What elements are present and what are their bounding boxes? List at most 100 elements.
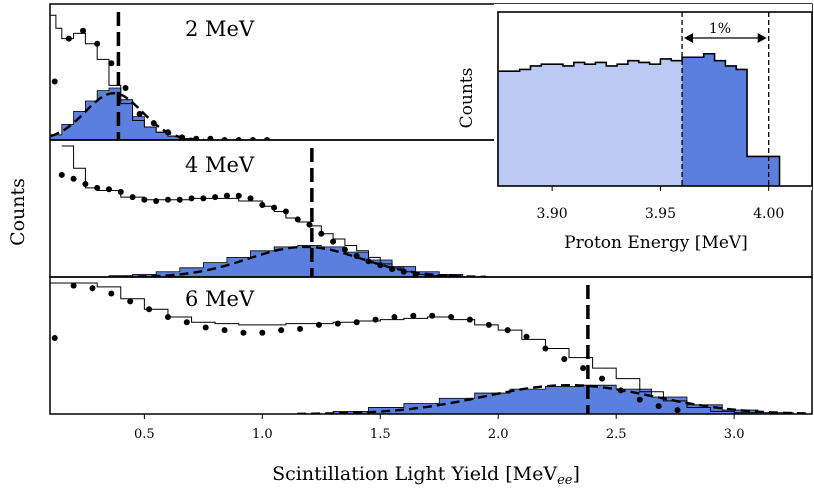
data-point [193, 135, 200, 140]
data-point [466, 316, 473, 323]
data-point [391, 314, 398, 321]
data-point [448, 314, 455, 321]
data-point [202, 324, 209, 331]
data-point [164, 129, 171, 136]
x-tick-label: 1.0 [252, 427, 273, 442]
data-point [429, 312, 436, 319]
data-point [122, 85, 129, 91]
data-point [65, 35, 72, 42]
data-point [636, 396, 643, 403]
inset-x-tick-label: 3.95 [645, 206, 676, 222]
tagged-histogram [108, 245, 464, 277]
panel-label-6mev: 6 MeV [185, 287, 255, 311]
data-point [353, 319, 360, 326]
data-point [617, 387, 624, 394]
data-point [70, 282, 77, 289]
data-point [51, 78, 58, 85]
data-point [318, 230, 325, 237]
data-point [58, 171, 65, 178]
data-point [105, 186, 112, 193]
data-point [306, 221, 313, 228]
data-point [372, 316, 379, 323]
data-point [412, 271, 419, 277]
data-point [153, 198, 160, 205]
x-axis-label: Scintillation Light Yield [MeVee] [272, 463, 580, 488]
gaussian-fit [297, 384, 812, 414]
panel-6mev [49, 276, 813, 415]
data-point [561, 355, 568, 362]
data-point [70, 175, 77, 182]
data-point [353, 253, 360, 260]
data-point [141, 196, 148, 203]
data-point [207, 135, 214, 140]
inset-frame [497, 11, 813, 187]
tagged-histogram [50, 87, 204, 140]
data-point [136, 111, 143, 117]
data-point [108, 60, 115, 67]
data-point [117, 188, 124, 195]
data-point [221, 327, 228, 334]
data-point [200, 195, 207, 202]
gaussian-fit [50, 92, 205, 140]
panel-content [50, 12, 271, 140]
data-point [580, 365, 587, 372]
x-tick-label: 2.5 [606, 427, 627, 442]
data-point [188, 195, 195, 202]
data-point [108, 290, 115, 297]
data-point [523, 333, 530, 340]
inset-x-axis-ticks: 3.90 3.95 4.00 [537, 186, 784, 222]
data-point [599, 375, 606, 382]
data-point [212, 194, 219, 201]
data-point [389, 266, 396, 273]
inset-hist-window [682, 53, 780, 187]
data-point [655, 403, 662, 410]
data-point [247, 195, 254, 202]
inset-x-tick-label: 4.00 [753, 206, 784, 222]
panel-frame [49, 276, 813, 415]
data-point [330, 238, 337, 245]
panel-content [58, 145, 486, 277]
x-tick-label: 0.5 [134, 427, 155, 442]
inset-proton-energy [494, 4, 813, 190]
data-point [271, 204, 278, 211]
inset-annotation: 1% [709, 21, 731, 37]
data-point [315, 321, 322, 328]
data-point [94, 184, 101, 191]
x-tick-label: 1.5 [370, 427, 391, 442]
data-point [410, 312, 417, 319]
inset-x-label: Proton Energy [MeV] [564, 233, 748, 253]
data-point [183, 319, 190, 326]
data-point [82, 180, 89, 187]
data-point [176, 196, 183, 203]
data-point [129, 194, 136, 201]
data-point [235, 192, 242, 199]
inset-arrow-head-right [757, 33, 767, 43]
data-point [179, 134, 186, 140]
data-point [282, 208, 289, 215]
inset-y-label: Counts [457, 68, 477, 129]
data-point [341, 246, 348, 253]
x-axis-ticks: 0.5 1.0 1.5 2.0 2.5 3.0 [134, 414, 744, 442]
inset-hist-below-cut [498, 58, 683, 187]
data-point [80, 27, 87, 34]
data-point [297, 325, 304, 332]
y-axis-label: Counts [7, 178, 29, 246]
data-point [164, 314, 171, 321]
inset-hist-outline [498, 52, 781, 186]
panel-content [50, 282, 812, 414]
data-point [400, 268, 407, 275]
x-tick-label: 3.0 [724, 427, 745, 442]
data-point [164, 196, 171, 203]
total-histogram [50, 282, 758, 414]
data-point [542, 345, 549, 352]
data-point [259, 201, 266, 208]
data-point [294, 216, 301, 223]
data-point [89, 285, 96, 292]
data-point [278, 327, 285, 334]
data-point [94, 40, 101, 47]
data-point [223, 192, 230, 199]
data-point [127, 298, 134, 305]
data-point [674, 407, 681, 414]
panel-label-2mev: 2 MeV [185, 17, 255, 41]
